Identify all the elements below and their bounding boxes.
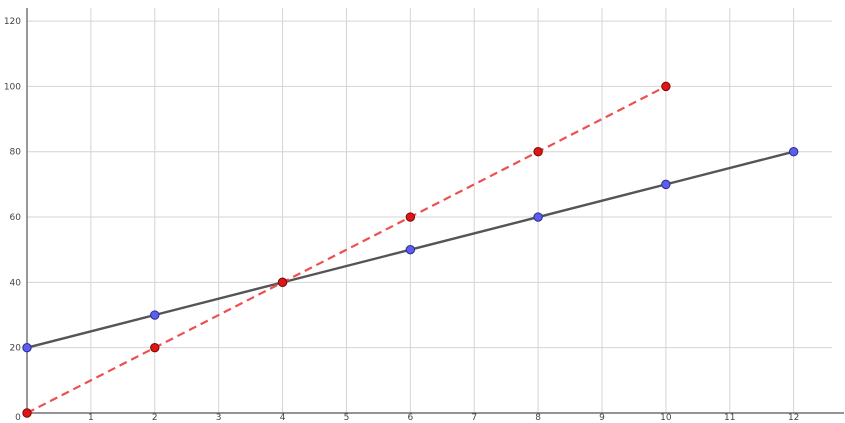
x-tick-label: 1 — [88, 413, 94, 423]
x-tick-label: 10 — [660, 413, 672, 423]
series-2-point — [278, 278, 286, 286]
series-1-point — [406, 245, 414, 253]
y-tick-label: 80 — [10, 148, 22, 158]
x-tick-label: 0 — [15, 413, 21, 423]
series-2-point — [151, 343, 159, 351]
x-tick-label: 11 — [724, 413, 735, 423]
x-tick-label: 9 — [599, 413, 605, 423]
y-tick-label: 60 — [10, 213, 22, 223]
y-tick-label: 40 — [10, 278, 22, 288]
axes — [27, 8, 844, 413]
x-tick-label: 7 — [471, 413, 477, 423]
y-tick-label: 20 — [10, 344, 22, 354]
x-tick-label: 5 — [344, 413, 350, 423]
y-tick-label: 100 — [4, 82, 21, 92]
series-2-point — [534, 148, 542, 156]
series-1-point — [662, 180, 670, 188]
series-1-point — [789, 148, 797, 156]
x-tick-label: 3 — [216, 413, 222, 423]
x-tick-label: 4 — [280, 413, 286, 423]
series-2-point — [662, 82, 670, 90]
series-2-point — [23, 409, 31, 417]
series-1-point — [534, 213, 542, 221]
x-tick-label: 8 — [535, 413, 541, 423]
series-1-point — [151, 311, 159, 319]
x-tick-label: 2 — [152, 413, 158, 423]
y-tick-label: 120 — [4, 17, 21, 27]
x-tick-label: 12 — [788, 413, 799, 423]
x-tick-label: 6 — [407, 413, 413, 423]
series-1-point — [23, 343, 31, 351]
series-2-point — [406, 213, 414, 221]
